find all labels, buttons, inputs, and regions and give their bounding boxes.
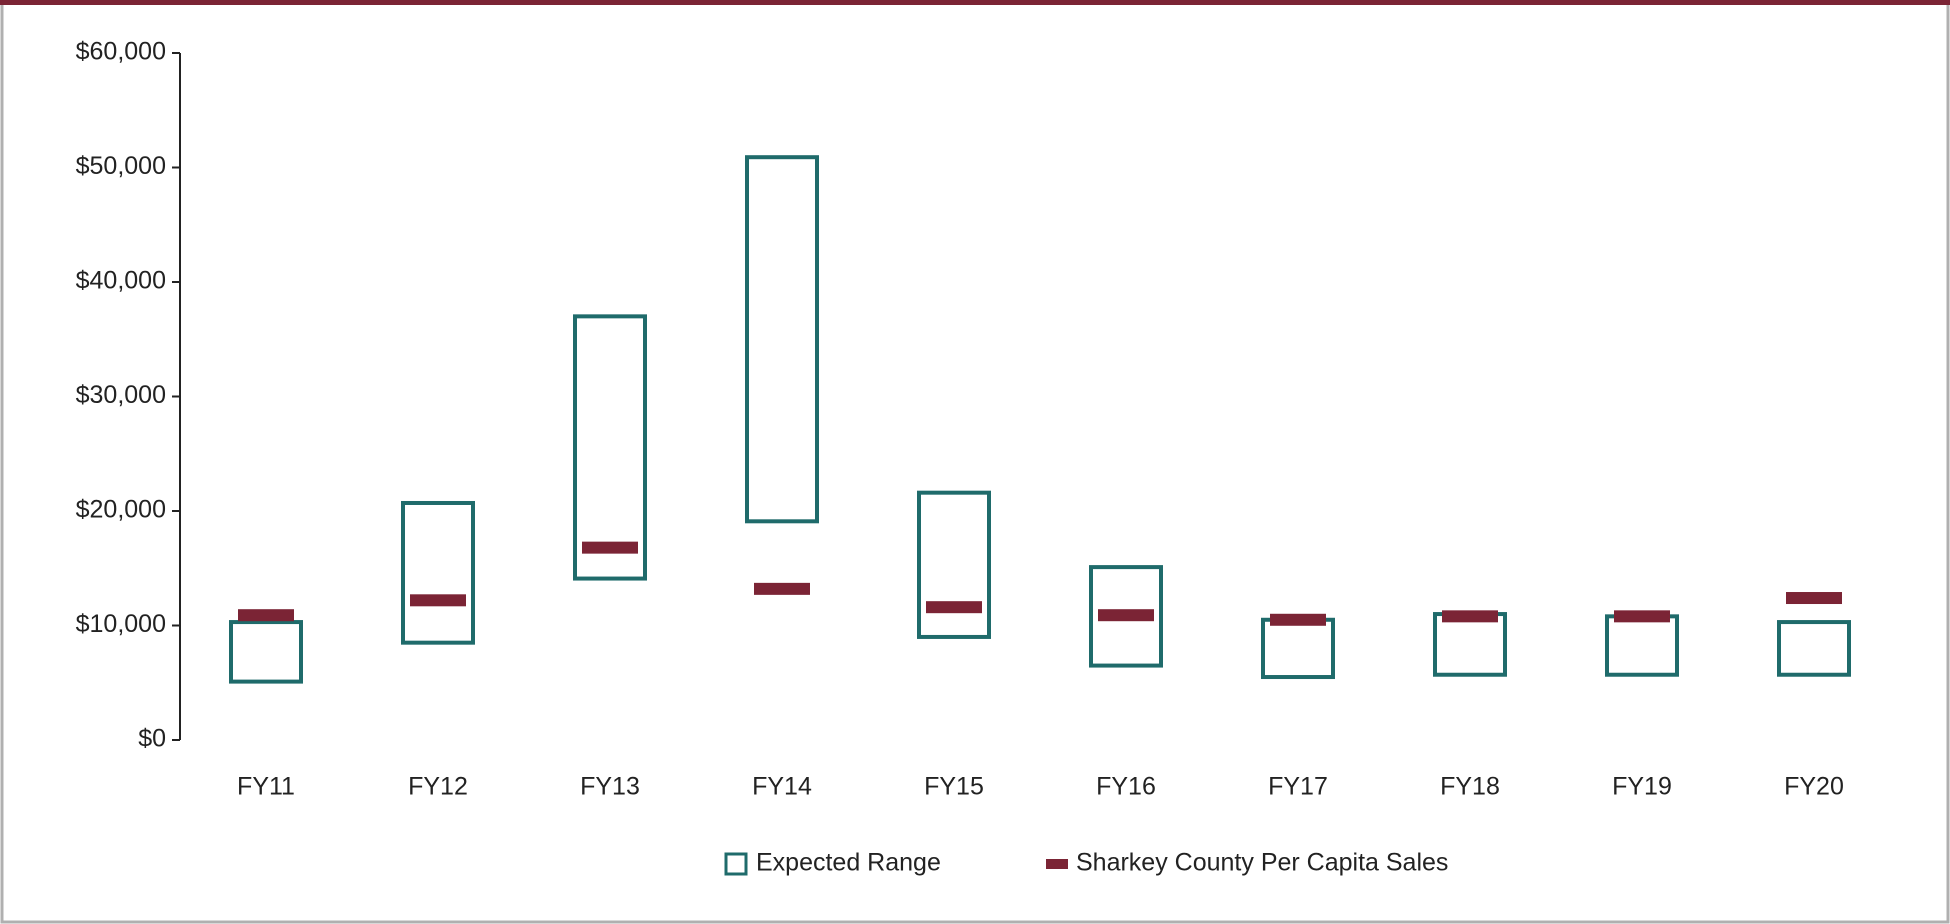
range-box xyxy=(745,155,819,524)
x-tick-label: FY18 xyxy=(1440,773,1500,801)
range-box xyxy=(1089,565,1163,668)
sales-marker xyxy=(410,594,466,607)
sales-marker xyxy=(1270,613,1326,626)
sales-marker xyxy=(754,582,810,595)
x-tick-label: FY16 xyxy=(1096,773,1156,801)
sales-marker xyxy=(582,541,638,554)
range-box xyxy=(229,620,303,684)
y-tick-label: $50,000 xyxy=(76,152,166,180)
x-tick-label: FY20 xyxy=(1784,773,1844,801)
y-tick-label: $20,000 xyxy=(76,496,166,524)
sales-marker xyxy=(1614,610,1670,623)
sales-marker xyxy=(1098,609,1154,622)
legend-label: Expected Range xyxy=(756,849,941,877)
y-tick-label: $30,000 xyxy=(76,381,166,409)
y-tick-label: $0 xyxy=(138,725,166,753)
x-tick-label: FY14 xyxy=(752,773,812,801)
legend-label: Sharkey County Per Capita Sales xyxy=(1076,849,1448,877)
x-tick-label: FY17 xyxy=(1268,773,1328,801)
x-tick-label: FY12 xyxy=(408,773,468,801)
range-box xyxy=(917,490,991,639)
x-tick-label: FY13 xyxy=(580,773,640,801)
y-tick-label: $10,000 xyxy=(76,610,166,638)
sales-marker xyxy=(1786,592,1842,605)
range-box xyxy=(1777,620,1851,677)
top-rule xyxy=(0,0,1950,5)
legend-swatch xyxy=(1046,859,1068,869)
legend-swatch xyxy=(724,852,748,876)
sales-marker xyxy=(238,609,294,622)
sales-marker xyxy=(1442,610,1498,623)
x-tick-label: FY15 xyxy=(924,773,984,801)
x-tick-label: FY11 xyxy=(237,773,295,801)
x-tick-label: FY19 xyxy=(1612,773,1672,801)
y-tick-label: $60,000 xyxy=(76,38,166,66)
range-box xyxy=(401,500,475,645)
sales-marker xyxy=(926,601,982,614)
y-tick-label: $40,000 xyxy=(76,267,166,295)
range-box xyxy=(573,314,647,581)
